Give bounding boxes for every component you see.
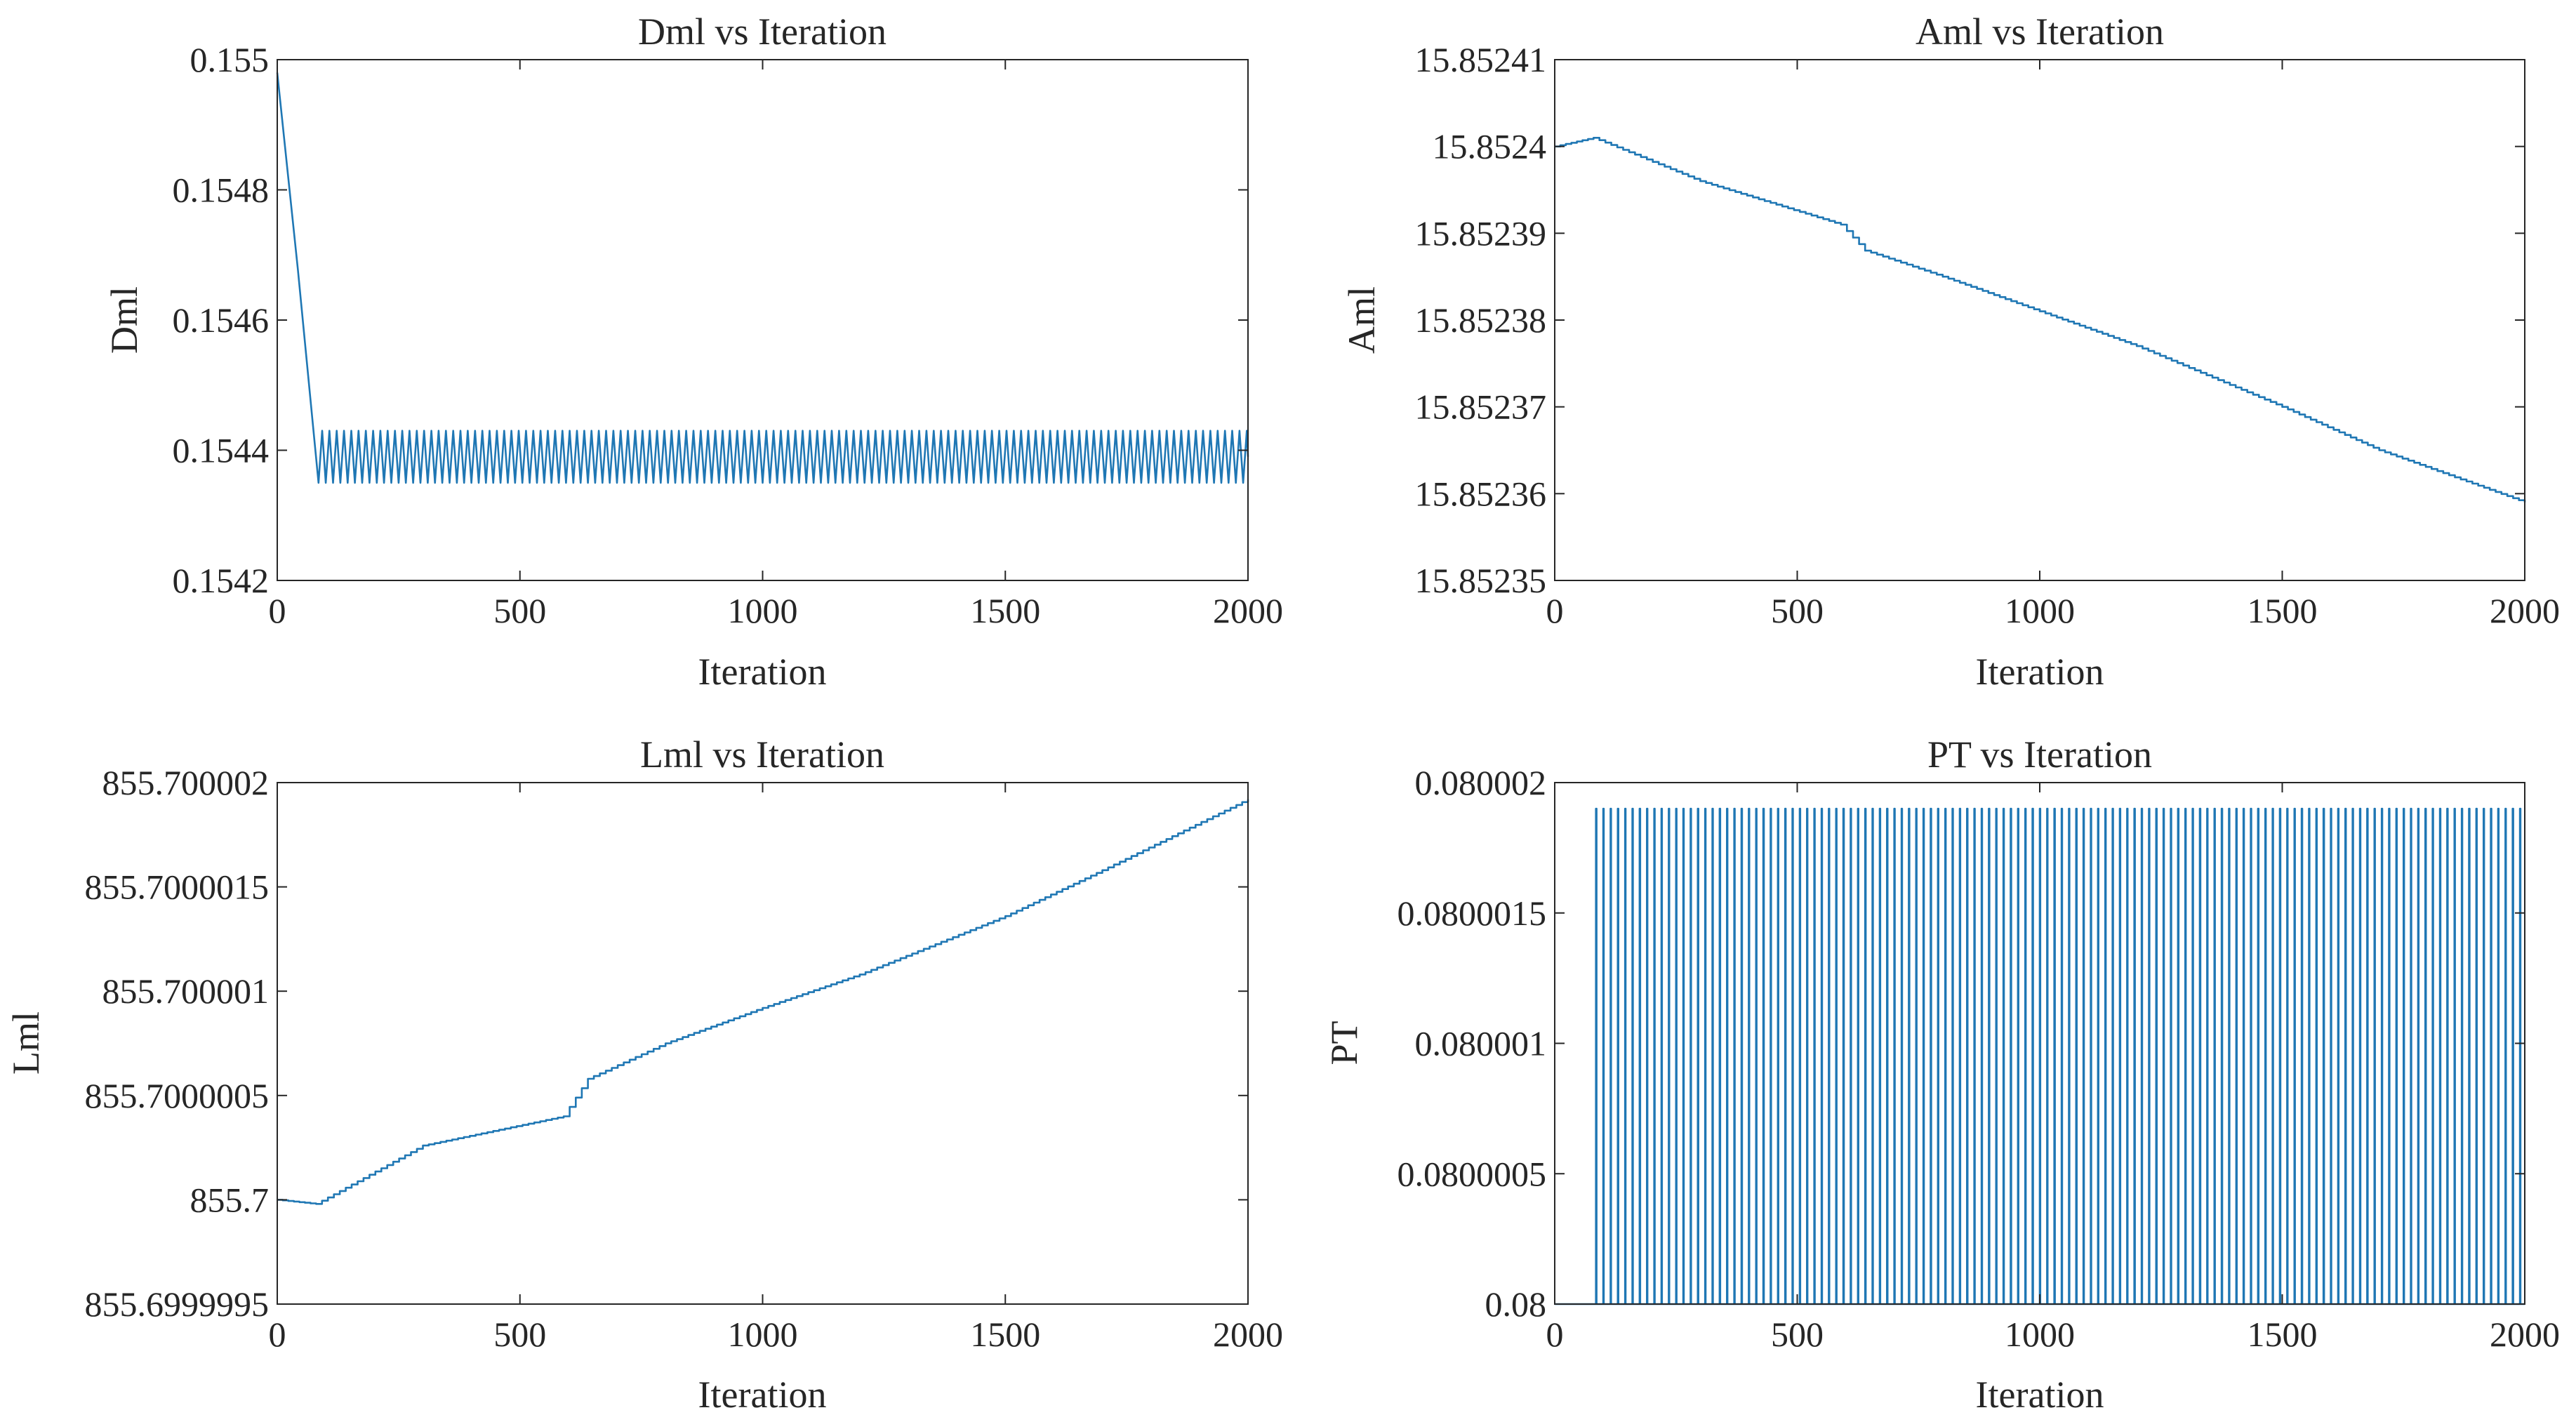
chart-title: Dml vs Iteration: [638, 11, 887, 53]
y-tick-label: 15.85235: [1415, 561, 1547, 600]
y-tick-label: 855.6999995: [85, 1284, 270, 1324]
panel-pt: PT vs Iteration Iteration PT 0 500 1000 150…: [1323, 733, 2560, 1416]
y-tick-label: 0.080001: [1415, 1024, 1547, 1063]
panel-dml: Dml vs Iteration Iteration Dml 0 500 1000 1…: [103, 11, 1283, 693]
series-line: [277, 799, 1249, 1205]
y-tick-label: 15.8524: [1433, 127, 1547, 166]
x-tick-label: 2000: [2490, 1315, 2560, 1354]
x-tick-label: 1500: [2248, 1315, 2318, 1354]
y-tick-label: 0.1548: [173, 171, 270, 210]
y-tick-label: 855.7000005: [85, 1076, 270, 1115]
y-tick-label: 15.85241: [1415, 40, 1547, 79]
chart-title: Lml vs Iteration: [640, 733, 884, 776]
y-tick-label: 855.7: [190, 1180, 270, 1219]
chart-title: PT vs Iteration: [1927, 733, 2152, 776]
y-tick-label: 15.85237: [1415, 387, 1547, 427]
x-tick-label: 2000: [2490, 591, 2560, 630]
y-axis-label: Dml: [103, 286, 145, 354]
y-tick-label: 0.0800015: [1397, 893, 1547, 933]
y-tick-label: 15.85238: [1415, 300, 1547, 340]
x-tick-label: 500: [493, 591, 546, 630]
x-tick-label: 2000: [1213, 1315, 1283, 1354]
chart-title: Aml vs Iteration: [1916, 11, 2164, 53]
x-tick-label: 500: [493, 1315, 546, 1354]
y-tick-label: 855.7000015: [85, 868, 270, 907]
y-tick-label: 15.85236: [1415, 474, 1547, 513]
x-tick-label: 2000: [1213, 591, 1283, 630]
x-axis-label: Iteration: [698, 651, 827, 693]
x-tick-label: 1500: [2248, 591, 2318, 630]
y-axis-label: PT: [1323, 1021, 1365, 1065]
y-tick-label: 855.700002: [102, 763, 270, 802]
panel-aml: Aml vs Iteration Iteration Aml 0 500 1000 1…: [1341, 11, 2560, 693]
y-tick-label: 0.08: [1485, 1284, 1547, 1324]
x-tick-label: 1000: [2005, 591, 2075, 630]
y-tick-label: 855.700001: [102, 971, 270, 1011]
x-tick-label: 0: [1546, 1315, 1564, 1354]
panel-lml: Lml vs Iteration Iteration Lml 0 500 1000 1…: [5, 733, 1283, 1416]
series-line: [1555, 137, 2526, 503]
y-tick-label: 0.080002: [1415, 763, 1547, 802]
x-tick-label: 1000: [728, 591, 798, 630]
x-tick-label: 0: [269, 1315, 286, 1354]
x-axis-label: Iteration: [698, 1374, 827, 1416]
x-tick-label: 0: [1546, 591, 1564, 630]
y-axis-label: Lml: [5, 1011, 47, 1075]
x-tick-label: 0: [269, 591, 286, 630]
x-tick-label: 500: [1771, 1315, 1824, 1354]
y-tick-label: 0.1544: [173, 431, 270, 470]
x-axis-label: Iteration: [1976, 1374, 2104, 1416]
x-tick-label: 500: [1771, 591, 1824, 630]
x-tick-label: 1500: [970, 1315, 1040, 1354]
x-tick-label: 1000: [728, 1315, 798, 1354]
y-tick-label: 15.85239: [1415, 213, 1547, 253]
y-tick-label: 0.1542: [173, 561, 270, 600]
x-axis-label: Iteration: [1976, 651, 2104, 693]
y-axis-label: Aml: [1341, 286, 1383, 354]
y-tick-label: 0.1546: [173, 300, 270, 340]
y-tick-label: 0.155: [190, 40, 270, 79]
x-tick-label: 1500: [970, 591, 1040, 630]
y-tick-label: 0.0800005: [1397, 1154, 1547, 1193]
series-line: [276, 72, 1249, 484]
x-tick-label: 1000: [2005, 1315, 2075, 1354]
